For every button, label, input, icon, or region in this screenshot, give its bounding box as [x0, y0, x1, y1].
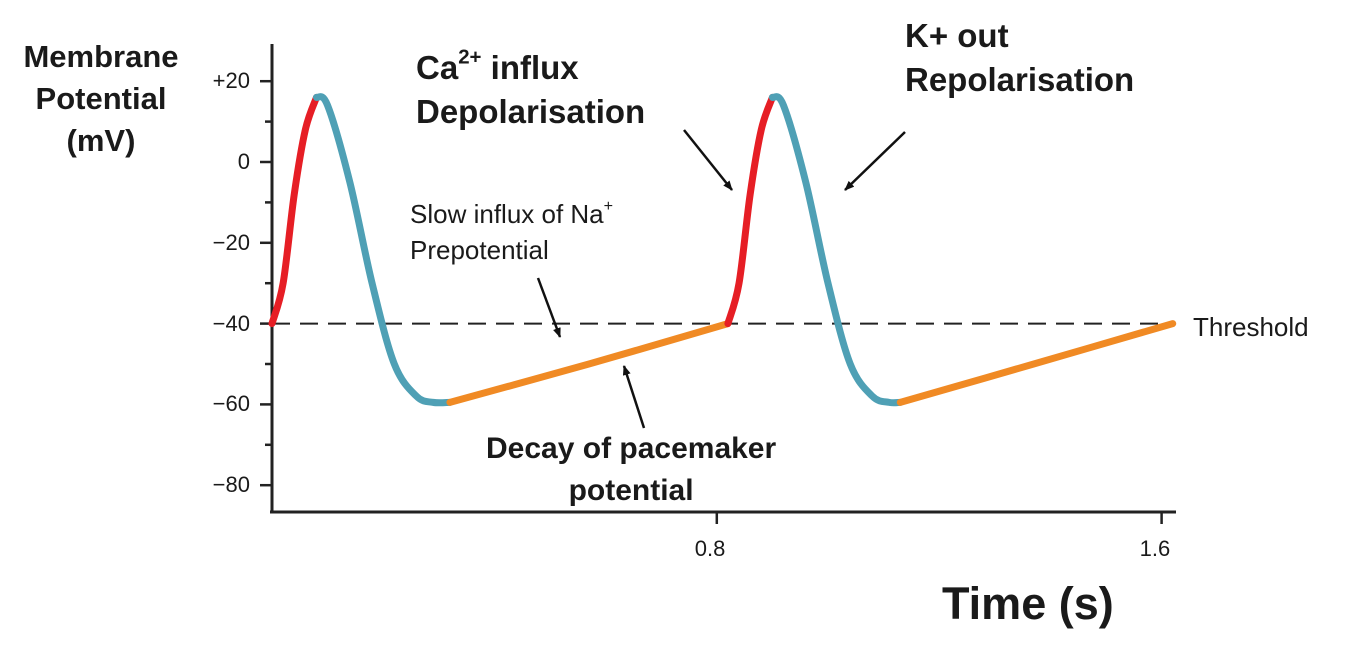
annotation-arrows [536, 129, 906, 429]
arrow-depolarisation [683, 129, 733, 191]
y-tick-label: −80 [212, 472, 250, 498]
y-axis-title-line-1: Membrane [23, 39, 179, 74]
annotation-k-out-line-1: K+ out [905, 17, 1009, 54]
series [268, 93, 1177, 407]
arrow-decay [622, 365, 646, 429]
ca-superscript: 2+ [458, 45, 482, 69]
annotation-repolarisation: Repolarisation [905, 61, 1135, 98]
ca-text: Ca [416, 49, 459, 86]
annotation-k-out: K+ out Repolarisation [905, 14, 1134, 102]
y-axis-title-line-2: Potential [35, 81, 167, 116]
x-tick-label: 0.8 [694, 536, 726, 561]
annotation-decay-line-1: Decay of pacemaker [486, 432, 777, 465]
annotation-ca-influx-line-1: Ca2+ influx [416, 46, 645, 90]
depolarisation-segment [268, 93, 320, 328]
annotation-ca-influx: Ca2+ influx Depolarisation [416, 46, 645, 134]
x-tick-label: 1.6 [1139, 536, 1171, 561]
annotation-prepotential: Prepotential [410, 235, 549, 265]
y-tick-label: +20 [212, 68, 250, 94]
arrow-repolarisation [844, 131, 906, 191]
annotation-decay-line-2: potential [568, 474, 694, 507]
annotation-decay: Decay of pacemaker potential [486, 428, 776, 512]
annotation-slow-influx: Slow influx of Na+ Prepotential [410, 196, 613, 268]
threshold-label: Threshold [1193, 312, 1309, 342]
y-tick-label: 0 [237, 149, 250, 174]
y-axis-title: Membrane Potential (mV) [6, 36, 196, 162]
annotation-depolarisation: Depolarisation [416, 93, 646, 130]
repolarisation-segment [312, 93, 454, 407]
na-text: Slow influx of Na [410, 199, 604, 229]
arrow-prepotential [536, 277, 562, 338]
depolarisation-segment [724, 93, 776, 328]
y-ticks [260, 79, 272, 487]
prepotential-segment [446, 320, 732, 406]
y-tick-label: −40 [212, 310, 250, 336]
x-ticks [715, 512, 1163, 524]
prepotential-segment [896, 320, 1177, 406]
x-axis-title: Time (s) [942, 578, 1114, 629]
annotation-slow-influx-line-1: Slow influx of Na+ [410, 196, 613, 232]
y-tick-label: −20 [212, 229, 250, 255]
y-tick-label: −60 [212, 391, 250, 417]
na-superscript: + [603, 196, 614, 215]
y-axis-title-line-3: (mV) [66, 123, 136, 158]
influx-text: influx [481, 49, 579, 86]
repolarisation-segment [768, 93, 904, 407]
